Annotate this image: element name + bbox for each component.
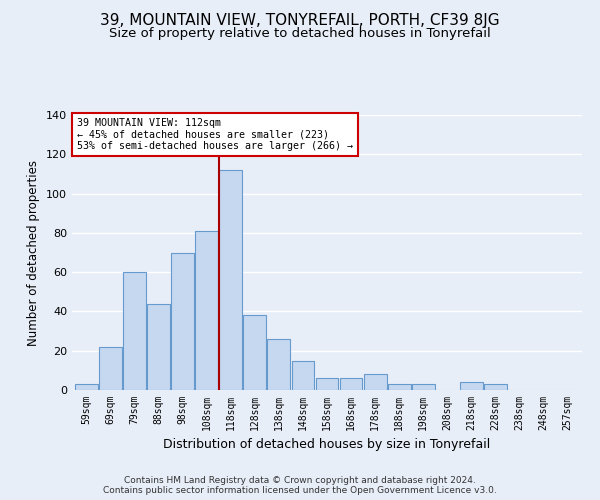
Bar [412, 384, 434, 390]
Bar [99, 347, 122, 390]
Text: Contains HM Land Registry data © Crown copyright and database right 2024.
Contai: Contains HM Land Registry data © Crown c… [103, 476, 497, 495]
Bar [292, 360, 314, 390]
Bar [460, 382, 483, 390]
Bar [364, 374, 386, 390]
Text: Size of property relative to detached houses in Tonyrefail: Size of property relative to detached ho… [109, 28, 491, 40]
Text: 39, MOUNTAIN VIEW, TONYREFAIL, PORTH, CF39 8JG: 39, MOUNTAIN VIEW, TONYREFAIL, PORTH, CF… [100, 12, 500, 28]
Bar [244, 316, 266, 390]
Bar [147, 304, 170, 390]
Text: 39 MOUNTAIN VIEW: 112sqm
← 45% of detached houses are smaller (223)
53% of semi-: 39 MOUNTAIN VIEW: 112sqm ← 45% of detach… [77, 118, 353, 151]
Bar [484, 384, 507, 390]
Bar [123, 272, 146, 390]
Bar [340, 378, 362, 390]
Y-axis label: Number of detached properties: Number of detached properties [28, 160, 40, 346]
Bar [195, 231, 218, 390]
X-axis label: Distribution of detached houses by size in Tonyrefail: Distribution of detached houses by size … [163, 438, 491, 452]
Bar [75, 384, 98, 390]
Bar [220, 170, 242, 390]
Bar [171, 252, 194, 390]
Bar [268, 339, 290, 390]
Bar [316, 378, 338, 390]
Bar [388, 384, 410, 390]
